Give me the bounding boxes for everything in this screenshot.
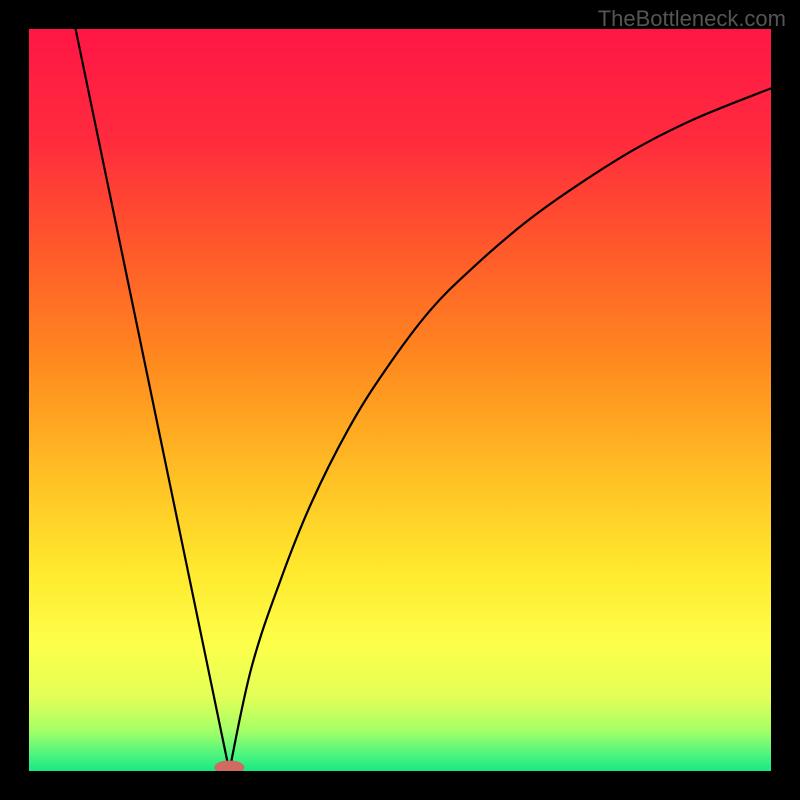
bottleneck-chart	[0, 0, 800, 800]
chart-container: TheBottleneck.com	[0, 0, 800, 800]
watermark-text: TheBottleneck.com	[598, 6, 786, 32]
